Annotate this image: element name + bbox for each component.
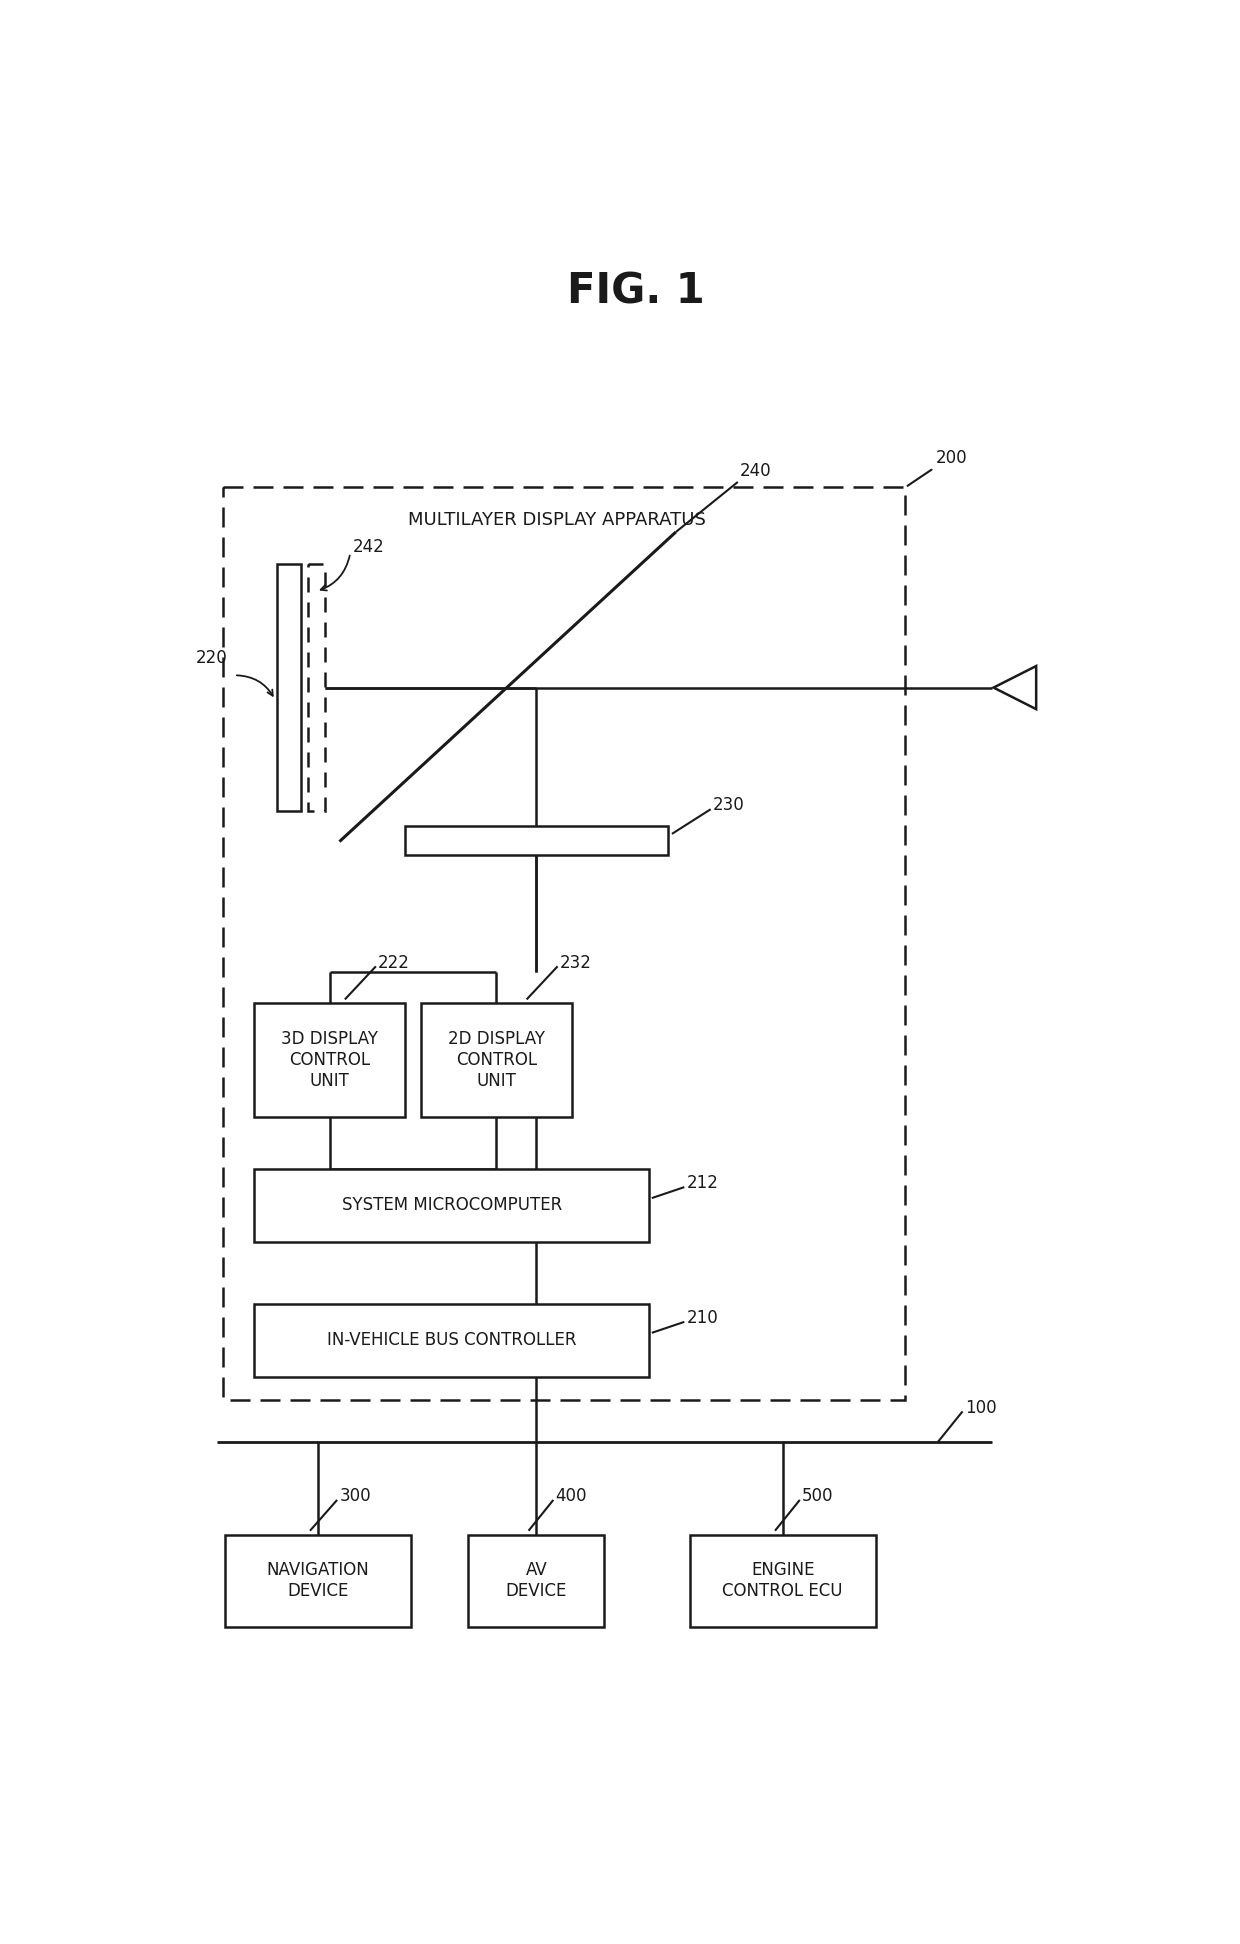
Text: FIG. 1: FIG. 1: [567, 270, 704, 313]
Text: 222: 222: [378, 955, 410, 972]
Text: 230: 230: [713, 795, 745, 815]
Text: 500: 500: [802, 1487, 833, 1505]
Bar: [404, 826, 668, 855]
Text: 240: 240: [740, 461, 771, 480]
Text: 210: 210: [687, 1308, 718, 1328]
Text: SYSTEM MICROCOMPUTER: SYSTEM MICROCOMPUTER: [342, 1196, 562, 1215]
Bar: [254, 1003, 405, 1118]
Bar: [254, 1304, 650, 1376]
Bar: [254, 1168, 650, 1242]
Text: NAVIGATION
DEVICE: NAVIGATION DEVICE: [267, 1561, 370, 1600]
Text: AV
DEVICE: AV DEVICE: [506, 1561, 567, 1600]
Bar: [223, 488, 905, 1400]
Bar: [224, 1534, 410, 1627]
Text: 212: 212: [687, 1174, 718, 1192]
Text: 200: 200: [935, 449, 967, 467]
Text: IN-VEHICLE BUS CONTROLLER: IN-VEHICLE BUS CONTROLLER: [327, 1332, 577, 1349]
Text: ENGINE
CONTROL ECU: ENGINE CONTROL ECU: [723, 1561, 843, 1600]
Text: 3D DISPLAY
CONTROL
UNIT: 3D DISPLAY CONTROL UNIT: [281, 1030, 378, 1091]
Text: MULTILAYER DISPLAY APPARATUS: MULTILAYER DISPLAY APPARATUS: [408, 511, 706, 529]
Text: 300: 300: [340, 1487, 371, 1505]
Text: 232: 232: [560, 955, 591, 972]
Text: 100: 100: [965, 1400, 997, 1417]
Text: 242: 242: [352, 538, 384, 556]
Bar: [420, 1003, 572, 1118]
Bar: [469, 1534, 604, 1627]
Bar: [308, 564, 325, 811]
Text: 220: 220: [196, 649, 227, 667]
Text: 400: 400: [556, 1487, 588, 1505]
Text: 2D DISPLAY
CONTROL
UNIT: 2D DISPLAY CONTROL UNIT: [448, 1030, 544, 1091]
Bar: [689, 1534, 875, 1627]
Bar: [277, 564, 301, 811]
